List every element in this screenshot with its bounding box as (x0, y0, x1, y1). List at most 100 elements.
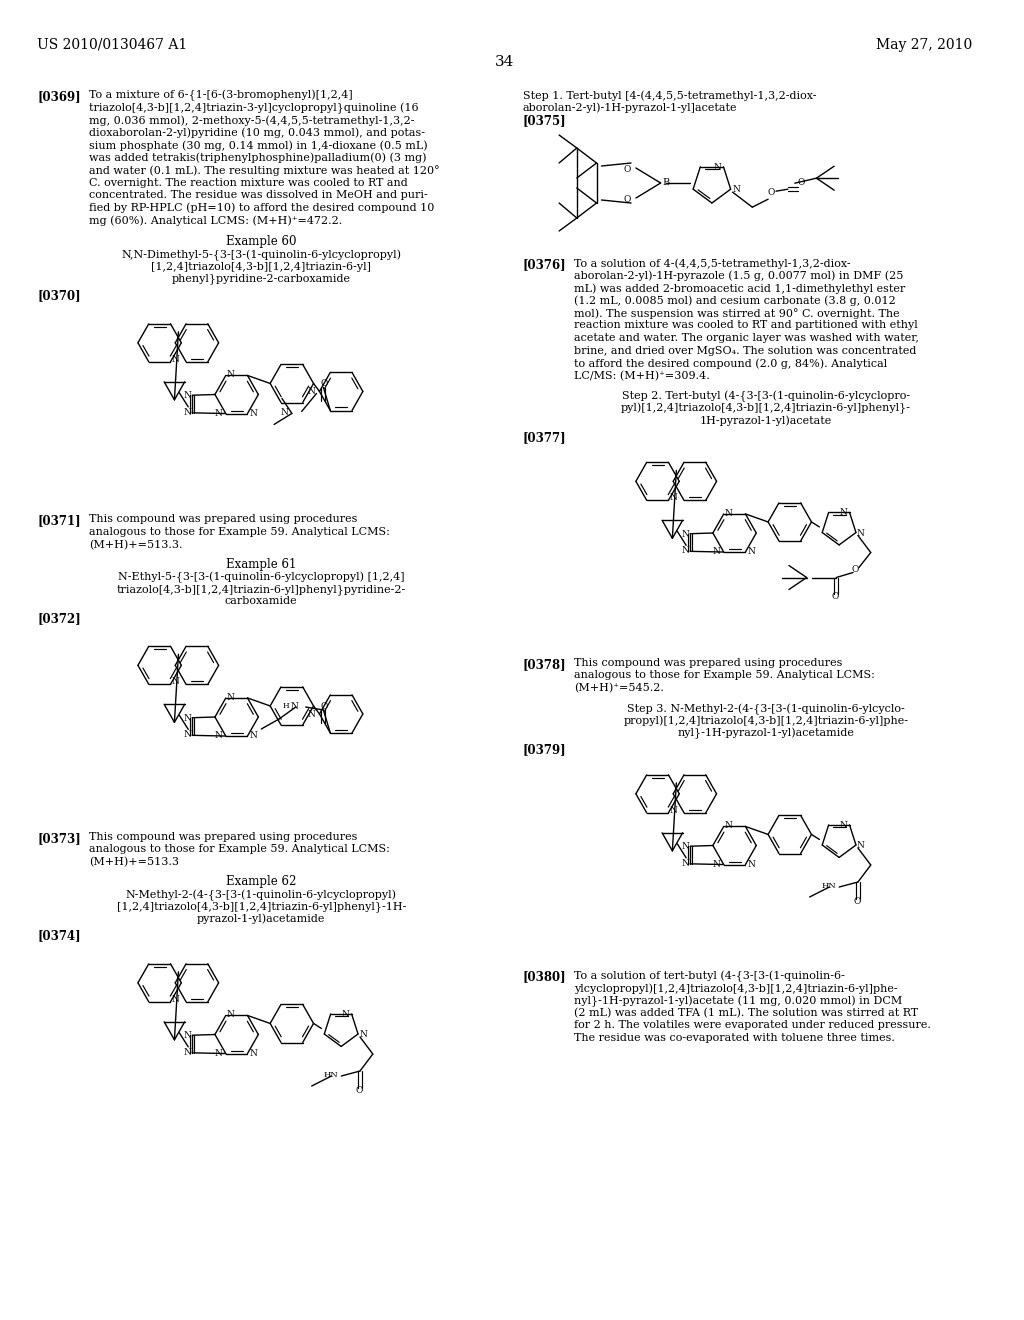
Text: N: N (307, 388, 315, 396)
Text: C. overnight. The reaction mixture was cooled to RT and: C. overnight. The reaction mixture was c… (89, 177, 408, 187)
Text: [0375]: [0375] (522, 114, 566, 127)
Text: N: N (226, 371, 234, 379)
Text: The residue was co-evaporated with toluene three times.: The residue was co-evaporated with tolue… (573, 1034, 895, 1043)
Text: N: N (840, 508, 848, 517)
Text: mg (60%). Analytical LCMS: (M+H)⁺=472.2.: mg (60%). Analytical LCMS: (M+H)⁺=472.2. (89, 215, 342, 226)
Text: phenyl}pyridine-2-carboxamide: phenyl}pyridine-2-carboxamide (172, 273, 351, 284)
Text: HN: HN (324, 1071, 338, 1078)
Text: mL) was added 2-bromoacetic acid 1,1-dimethylethyl ester: mL) was added 2-bromoacetic acid 1,1-dim… (573, 282, 905, 293)
Text: nyl}-1H-pyrazol-1-yl)acetate (11 mg, 0.020 mmol) in DCM: nyl}-1H-pyrazol-1-yl)acetate (11 mg, 0.0… (573, 995, 902, 1007)
Text: sium phosphate (30 mg, 0.14 mmol) in 1,4-dioxane (0.5 mL): sium phosphate (30 mg, 0.14 mmol) in 1,4… (89, 140, 427, 150)
Text: To a mixture of 6-{1-[6-(3-bromophenyl)[1,2,4]: To a mixture of 6-{1-[6-(3-bromophenyl)[… (89, 90, 352, 102)
Text: was added tetrakis(triphenylphosphine)palladium(0) (3 mg): was added tetrakis(triphenylphosphine)pa… (89, 153, 426, 164)
Text: N: N (291, 702, 299, 711)
Text: triazolo[4,3-b][1,2,4]triazin-3-yl]cyclopropyl}quinoline (16: triazolo[4,3-b][1,2,4]triazin-3-yl]cyclo… (89, 103, 419, 114)
Text: To a solution of 4-(4,4,5,5-tetramethyl-1,3,2-diox-: To a solution of 4-(4,4,5,5-tetramethyl-… (573, 257, 851, 268)
Text: N: N (681, 546, 689, 556)
Text: carboxamide: carboxamide (225, 597, 298, 606)
Text: This compound was prepared using procedures: This compound was prepared using procedu… (573, 657, 842, 668)
Text: Step 3. N-Methyl-2-(4-{3-[3-(1-quinolin-6-ylcyclo-: Step 3. N-Methyl-2-(4-{3-[3-(1-quinolin-… (628, 704, 905, 715)
Text: This compound was prepared using procedures: This compound was prepared using procedu… (89, 515, 357, 524)
Text: Example 62: Example 62 (226, 875, 297, 888)
Text: N: N (857, 528, 865, 537)
Text: LC/MS: (M+H)⁺=309.4.: LC/MS: (M+H)⁺=309.4. (573, 371, 710, 380)
Text: mg, 0.036 mmol), 2-methoxy-5-(4,4,5,5-tetramethyl-1,3,2-: mg, 0.036 mmol), 2-methoxy-5-(4,4,5,5-te… (89, 115, 415, 125)
Text: analogous to those for Example 59. Analytical LCMS:: analogous to those for Example 59. Analy… (89, 527, 389, 537)
Text: analogous to those for Example 59. Analytical LCMS:: analogous to those for Example 59. Analy… (89, 845, 389, 854)
Text: concentrated. The residue was dissolved in MeOH and puri-: concentrated. The residue was dissolved … (89, 190, 427, 201)
Text: N: N (171, 995, 179, 1005)
Text: pyl)[1,2,4]triazolo[4,3-b][1,2,4]triazin-6-yl]phenyl}-: pyl)[1,2,4]triazolo[4,3-b][1,2,4]triazin… (622, 403, 911, 414)
Text: B: B (663, 178, 670, 187)
Text: N: N (183, 408, 191, 417)
Text: aborolan-2-yl)-1H-pyrazole (1.5 g, 0.0077 mol) in DMF (25: aborolan-2-yl)-1H-pyrazole (1.5 g, 0.007… (573, 271, 903, 281)
Text: N: N (171, 677, 179, 686)
Text: O: O (321, 702, 328, 711)
Text: N-Methyl-2-(4-{3-[3-(1-quinolin-6-ylcyclopropyl): N-Methyl-2-(4-{3-[3-(1-quinolin-6-ylcycl… (126, 890, 396, 900)
Text: N: N (681, 529, 689, 539)
Text: O: O (853, 898, 860, 906)
Text: [0371]: [0371] (38, 515, 81, 528)
Text: ylcyclopropyl)[1,2,4]triazolo[4,3-b][1,2,4]triazin-6-yl]phe-: ylcyclopropyl)[1,2,4]triazolo[4,3-b][1,2… (573, 983, 897, 994)
Text: N: N (342, 1010, 349, 1019)
Text: N: N (725, 821, 732, 830)
Text: (1.2 mL, 0.0085 mol) and cesium carbonate (3.8 g, 0.012: (1.2 mL, 0.0085 mol) and cesium carbonat… (573, 296, 896, 306)
Text: N: N (183, 391, 191, 400)
Text: N: N (250, 1048, 257, 1057)
Text: propyl)[1,2,4]triazolo[4,3-b][1,2,4]triazin-6-yl]phe-: propyl)[1,2,4]triazolo[4,3-b][1,2,4]tria… (624, 715, 908, 726)
Text: N: N (681, 859, 689, 867)
Text: [0379]: [0379] (522, 743, 566, 756)
Text: Step 2. Tert-butyl (4-{3-[3-(1-quinolin-6-ylcyclopro-: Step 2. Tert-butyl (4-{3-[3-(1-quinolin-… (622, 391, 910, 403)
Text: N: N (681, 842, 689, 851)
Text: [0376]: [0376] (522, 257, 566, 271)
Text: 34: 34 (496, 55, 514, 69)
Text: (M+H)+=513.3.: (M+H)+=513.3. (89, 540, 182, 550)
Text: dioxaborolan-2-yl)pyridine (10 mg, 0.043 mmol), and potas-: dioxaborolan-2-yl)pyridine (10 mg, 0.043… (89, 128, 425, 139)
Text: N: N (725, 510, 732, 517)
Text: aborolan-2-yl)-1H-pyrazol-1-yl]acetate: aborolan-2-yl)-1H-pyrazol-1-yl]acetate (522, 102, 737, 112)
Text: for 2 h. The volatiles were evaporated under reduced pressure.: for 2 h. The volatiles were evaporated u… (573, 1020, 931, 1031)
Text: N: N (280, 408, 288, 417)
Text: [0374]: [0374] (38, 929, 81, 942)
Text: N: N (307, 710, 315, 719)
Text: [0372]: [0372] (38, 612, 81, 624)
Text: N: N (215, 409, 223, 417)
Text: N-Ethyl-5-{3-[3-(1-quinolin-6-ylcyclopropyl) [1,2,4]: N-Ethyl-5-{3-[3-(1-quinolin-6-ylcyclopro… (118, 572, 404, 583)
Text: N: N (359, 1030, 367, 1039)
Text: Step 1. Tert-butyl [4-(4,4,5,5-tetramethyl-1,3,2-diox-: Step 1. Tert-butyl [4-(4,4,5,5-tetrameth… (522, 90, 816, 100)
Text: O: O (624, 165, 631, 174)
Text: N: N (183, 730, 191, 739)
Text: acetate and water. The organic layer was washed with water,: acetate and water. The organic layer was… (573, 333, 919, 343)
Text: N: N (713, 859, 721, 869)
Text: N: N (250, 731, 257, 741)
Text: [0369]: [0369] (38, 90, 81, 103)
Text: N: N (732, 185, 740, 194)
Text: To a solution of tert-butyl (4-{3-[3-(1-quinolin-6-: To a solution of tert-butyl (4-{3-[3-(1-… (573, 970, 845, 982)
Text: N: N (670, 807, 677, 814)
Text: [0370]: [0370] (38, 289, 81, 302)
Text: [0380]: [0380] (522, 970, 566, 983)
Text: N: N (670, 494, 677, 503)
Text: N: N (183, 1031, 191, 1040)
Text: [1,2,4]triazolo[4,3-b][1,2,4]triazin-6-yl]: [1,2,4]triazolo[4,3-b][1,2,4]triazin-6-y… (152, 261, 372, 272)
Text: Example 60: Example 60 (226, 235, 297, 248)
Text: N: N (748, 859, 756, 869)
Text: N: N (183, 1048, 191, 1057)
Text: N: N (226, 1010, 234, 1019)
Text: N: N (215, 1048, 223, 1057)
Text: [1,2,4]triazolo[4,3-b][1,2,4]triazin-6-yl]phenyl}-1H-: [1,2,4]triazolo[4,3-b][1,2,4]triazin-6-y… (117, 902, 406, 912)
Text: triazolo[4,3-b][1,2,4]triazin-6-yl]phenyl}pyridine-2-: triazolo[4,3-b][1,2,4]triazin-6-yl]pheny… (117, 583, 406, 595)
Text: to afford the desired compound (2.0 g, 84%). Analytical: to afford the desired compound (2.0 g, 8… (573, 358, 887, 368)
Text: N: N (250, 409, 257, 417)
Text: O: O (624, 195, 631, 205)
Text: US 2010/0130467 A1: US 2010/0130467 A1 (38, 38, 187, 51)
Text: N: N (840, 821, 848, 830)
Text: HN: HN (821, 882, 837, 890)
Text: mol). The suspension was stirred at 90° C. overnight. The: mol). The suspension was stirred at 90° … (573, 308, 899, 319)
Text: [0373]: [0373] (38, 832, 81, 845)
Text: This compound was prepared using procedures: This compound was prepared using procedu… (89, 832, 357, 842)
Text: reaction mixture was cooled to RT and partitioned with ethyl: reaction mixture was cooled to RT and pa… (573, 321, 918, 330)
Text: N: N (857, 841, 865, 850)
Text: N: N (713, 546, 721, 556)
Text: O: O (321, 380, 328, 388)
